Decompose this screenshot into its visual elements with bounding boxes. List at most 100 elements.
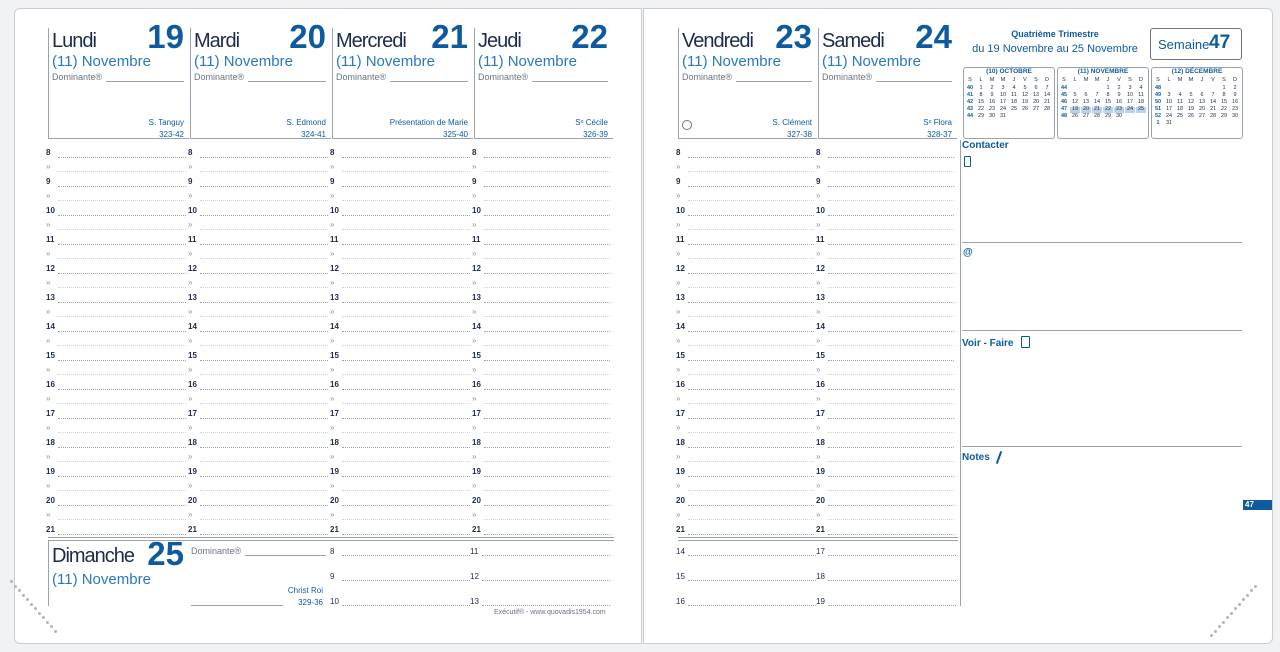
rule-line: [828, 360, 954, 361]
hour-label: 20: [330, 496, 339, 505]
day-name: Samedi: [822, 30, 885, 52]
half-mark: »: [188, 278, 193, 287]
day-cell: 22: [1103, 106, 1113, 113]
rule-line: [688, 476, 814, 477]
rule-line: [688, 461, 814, 462]
day-cell: 28: [1093, 113, 1101, 119]
binding-dot: [54, 629, 57, 633]
hour-label: 11: [188, 235, 197, 244]
half-mark: »: [472, 220, 477, 229]
day-cell: 4: [1012, 85, 1016, 91]
half-mark: »: [46, 365, 51, 374]
weekday-letter: D: [1233, 77, 1237, 83]
weekday-letter: M: [1000, 77, 1006, 83]
weekday-letter: V: [1023, 77, 1027, 83]
day-cell: 18: [1137, 99, 1145, 105]
weekday-letter: L: [1167, 77, 1171, 83]
rule-line: [342, 534, 470, 535]
day-cell: 4: [1139, 85, 1143, 91]
weekday-letter: L: [979, 77, 983, 83]
week-number-cell: 44: [1060, 85, 1068, 91]
weekday-letter: M: [1094, 77, 1100, 83]
day-cell: 12: [1187, 99, 1195, 105]
day-code: 328-37: [927, 130, 952, 139]
rule-line: [484, 258, 610, 259]
section-title: Voir - Faire: [962, 338, 1014, 349]
hour-label: 9: [472, 177, 477, 186]
rule-line: [342, 519, 470, 520]
rule-line: [58, 476, 186, 477]
rule-line: [484, 374, 610, 375]
half-mark: »: [46, 191, 51, 200]
rule-line: [688, 403, 814, 404]
hour-label: 12: [46, 264, 55, 273]
sunday-hour-label: 13: [470, 597, 479, 606]
half-mark: »: [330, 278, 335, 287]
rule-line: [58, 403, 186, 404]
hour-label: 16: [46, 380, 55, 389]
half-mark: »: [188, 394, 193, 403]
rule-line: [484, 215, 610, 216]
week-label: Semaine: [1158, 37, 1210, 52]
half-mark: »: [330, 220, 335, 229]
week-number-cell: 44: [966, 113, 974, 119]
hour-label: 16: [816, 380, 825, 389]
rule-line: [828, 200, 954, 201]
rule-line: [688, 229, 814, 230]
day-cell: 6: [1034, 85, 1038, 91]
hour-label: 16: [676, 380, 685, 389]
hour-label: 11: [472, 235, 481, 244]
day-cell: 3: [1128, 85, 1132, 91]
hour-label: 15: [816, 351, 825, 360]
rule-line: [688, 360, 814, 361]
day-number: 21: [431, 18, 468, 55]
rule-line: [342, 490, 470, 491]
half-mark: »: [676, 307, 681, 316]
rule-line: [484, 432, 610, 433]
week-number-cell: 50: [1154, 99, 1162, 105]
weekday-letter: V: [1117, 77, 1121, 83]
sunday-hour-label: 18: [816, 572, 825, 581]
rule-line: [200, 490, 328, 491]
half-mark: »: [188, 336, 193, 345]
half-mark: »: [330, 162, 335, 171]
day-cell: 3: [1167, 92, 1171, 98]
day-cell: 10: [999, 92, 1007, 98]
day-cell: 1: [1106, 85, 1110, 91]
rule-line: [828, 374, 954, 375]
day-cell: 26: [1187, 113, 1195, 119]
rule-line: [828, 302, 954, 303]
dominante: Dominante®: [822, 72, 873, 82]
day-cell: 30: [1231, 113, 1239, 119]
day-name: Lundi: [52, 30, 97, 52]
rule-line: [484, 331, 610, 332]
binding-dot: [1238, 602, 1241, 606]
quarter-title: Quatrième Trimestre: [1011, 29, 1099, 39]
rule-line: [200, 273, 328, 274]
day-cell: 9: [1233, 92, 1237, 98]
half-mark: »: [676, 220, 681, 229]
rule-line: [484, 418, 610, 419]
hour-label: 19: [330, 467, 339, 476]
day-cell: 2: [1117, 85, 1121, 91]
rule-line: [678, 540, 958, 541]
hour-label: 10: [676, 206, 685, 215]
section-title: Contacter: [962, 140, 1009, 151]
binding-dot: [1222, 620, 1225, 624]
half-mark: »: [676, 452, 681, 461]
hour-label: 8: [330, 148, 335, 157]
rule-line: [342, 215, 470, 216]
rule-line: [200, 534, 328, 535]
rule-line: [736, 81, 812, 82]
half-mark: »: [188, 365, 193, 374]
binding-dot: [1250, 589, 1253, 592]
day-month: (11) Novembre: [194, 53, 293, 70]
half-mark: »: [46, 249, 51, 258]
half-mark: »: [472, 423, 477, 432]
rule-line: [828, 273, 954, 274]
mini-calendar-box: [1057, 67, 1149, 139]
week-tab: [1243, 500, 1272, 510]
half-mark: »: [676, 423, 681, 432]
sunday-hour-label: 15: [676, 572, 685, 581]
weekday-letter: S: [968, 77, 972, 83]
